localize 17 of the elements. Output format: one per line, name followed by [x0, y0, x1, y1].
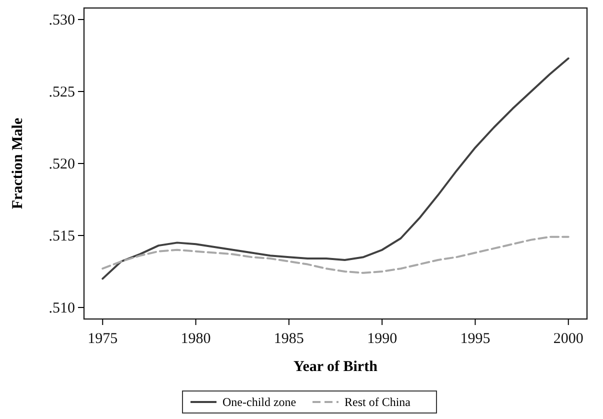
- x-tick-label: 1990: [367, 331, 398, 347]
- legend-label: One-child zone: [222, 395, 296, 410]
- y-tick-label: .530: [48, 12, 75, 28]
- x-tick-label: 1980: [180, 331, 211, 347]
- y-tick-label: .510: [48, 300, 75, 316]
- x-tick-label: 1975: [88, 331, 118, 347]
- x-tick-label: 1995: [460, 331, 490, 347]
- line-series: [102, 57, 570, 280]
- x-tick-label: 1985: [274, 331, 304, 347]
- x-axis-title: Year of Birth: [294, 359, 378, 375]
- y-axis-title: Fraction Male: [10, 118, 26, 210]
- y-tick-label: .525: [48, 84, 75, 100]
- x-tick-label: 2000: [553, 331, 584, 347]
- legend-label: Rest of China: [344, 395, 412, 410]
- y-tick-label: .515: [48, 228, 75, 244]
- line-series: [102, 236, 570, 274]
- y-tick-label: .520: [48, 156, 75, 172]
